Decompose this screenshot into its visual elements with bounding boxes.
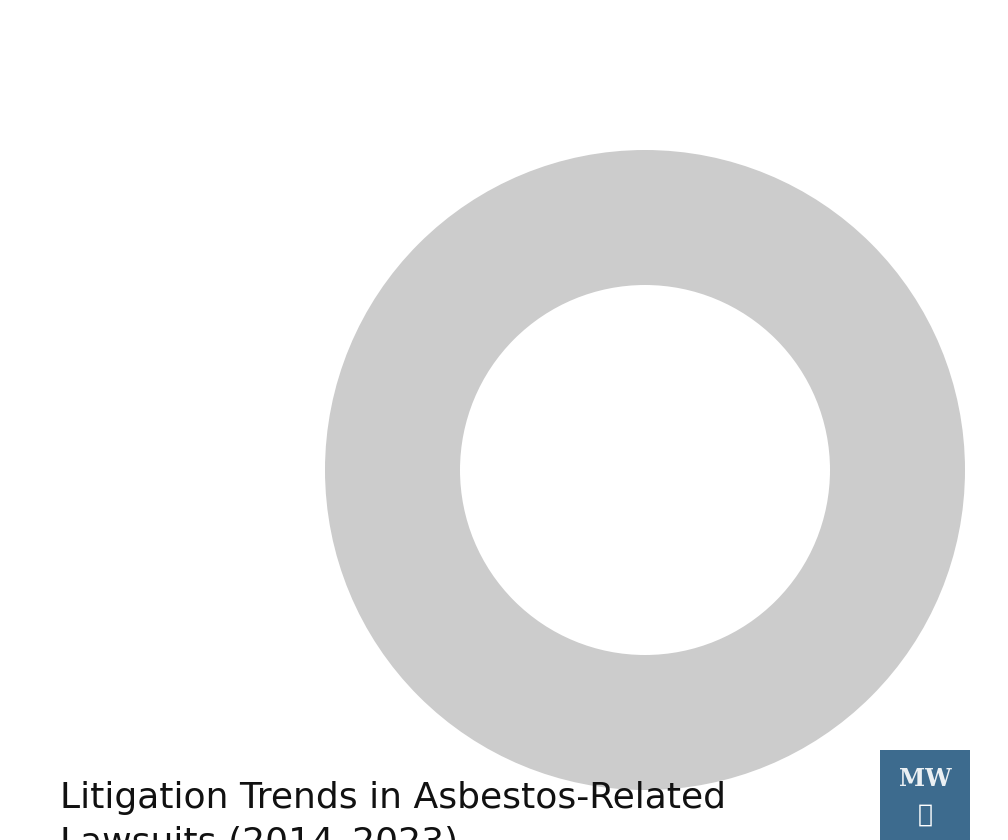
Circle shape (325, 150, 965, 790)
Circle shape (460, 285, 830, 655)
Text: 👁: 👁 (917, 803, 932, 827)
Text: MW: MW (899, 767, 952, 790)
Text: Litigation Trends in Asbestos-Related
Lawsuits (2014–2023): Litigation Trends in Asbestos-Related La… (60, 781, 727, 840)
FancyBboxPatch shape (880, 750, 970, 840)
